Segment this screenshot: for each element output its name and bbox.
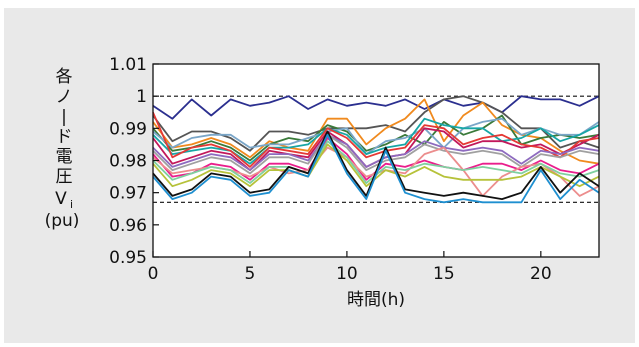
y-label-char: 各 bbox=[56, 67, 73, 87]
y-tick-label: 0.99 bbox=[109, 119, 147, 139]
x-tick-label: 20 bbox=[530, 264, 552, 284]
series-line-14 bbox=[152, 130, 600, 201]
series-line-1 bbox=[152, 95, 600, 152]
y-axis: 0.95 0.96 0.97 0.98 0.99 1 1.01 bbox=[109, 55, 159, 268]
series-layer bbox=[152, 95, 600, 204]
y-tick-label: 1 bbox=[136, 87, 147, 107]
y-tick-label: 0.97 bbox=[109, 184, 147, 204]
chart-panel: 0.95 0.96 0.97 0.98 0.99 1 1.01 0 5 10 15 20 各ノ | ド電… bbox=[4, 8, 635, 343]
series-line-2 bbox=[152, 98, 600, 165]
series-line-9 bbox=[152, 133, 600, 175]
voltage-line-chart: 0.95 0.96 0.97 0.98 0.99 1 1.01 0 5 10 15 20 各ノ|ド電… bbox=[45, 55, 600, 310]
series-line-13 bbox=[152, 143, 600, 188]
y-tick-label: 0.96 bbox=[109, 216, 147, 236]
y-label-subscript: i bbox=[70, 198, 73, 211]
y-label-char: ノ bbox=[56, 87, 73, 107]
x-tick-label: 5 bbox=[245, 264, 256, 284]
y-label-char: | bbox=[61, 107, 67, 127]
x-tick-label: 0 bbox=[148, 264, 159, 284]
x-axis-label: 時間(h) bbox=[347, 290, 405, 310]
x-tick-label: 15 bbox=[433, 264, 455, 284]
y-label-char: 圧 bbox=[56, 167, 73, 187]
y-label-symbol: V bbox=[55, 189, 67, 209]
y-label-unit: (pu) bbox=[45, 211, 80, 231]
series-line-4 bbox=[152, 117, 600, 156]
series-line-0 bbox=[152, 95, 600, 120]
y-label-char: ド bbox=[56, 127, 73, 147]
y-tick-label: 0.98 bbox=[109, 152, 147, 172]
y-tick-label: 1.01 bbox=[109, 55, 147, 75]
series-line-15 bbox=[152, 133, 600, 204]
y-label-char: 電 bbox=[56, 147, 73, 167]
x-axis: 0 5 10 15 20 bbox=[148, 251, 552, 284]
series-line-8 bbox=[152, 133, 600, 172]
series-line-7 bbox=[152, 111, 600, 168]
x-tick-label: 10 bbox=[336, 264, 358, 284]
y-tick-label: 0.95 bbox=[109, 248, 147, 268]
